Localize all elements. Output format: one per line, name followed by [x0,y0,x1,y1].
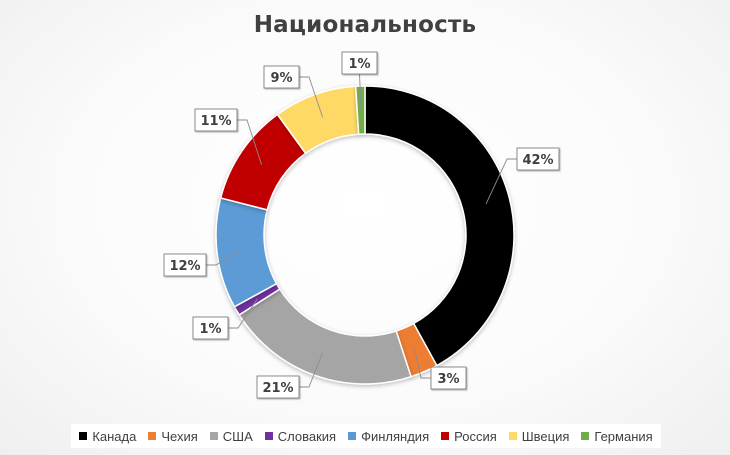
legend-swatch [79,432,88,440]
legend-item-kanada: Канада [79,429,136,444]
legend-item-shvetsiya: Швеция [508,428,570,444]
legend-item-germaniya: Германия [581,428,653,444]
donut-slices [215,85,515,385]
data-label-text: 1% [348,57,370,72]
slice-germaniya [354,85,366,135]
data-label-text: 9% [270,71,292,86]
data-label-rossiya: 11% [194,108,238,132]
data-label-text: 11% [200,114,231,129]
slice-ssha [238,288,412,385]
slice-kanada [364,85,515,367]
data-label-box [516,147,560,171]
data-label-text: 3% [437,372,459,387]
data-label-box [192,316,229,340]
leader-line-shvetsiya [299,76,324,118]
leader-line-rossiya [237,119,263,165]
legend-swatch [508,432,517,440]
legend-item-slovakiya: Словакия [264,428,337,444]
legend-swatch [348,432,357,440]
legend-label: Швеция [521,428,570,444]
legend-swatch [209,432,218,440]
leader-line-finlyandiya [206,250,242,266]
data-label-box [194,108,238,132]
legend-item-rossiya: Россия [441,429,497,444]
legend-label: Чехия [161,428,198,444]
data-label-slovakiya: 1% [192,316,229,340]
data-label-finlyandiya: 12% [163,253,207,277]
legend-swatch [581,432,590,440]
data-labels: 42% 3% 21% 1% 12% 11% 9% 1% [163,51,560,399]
data-label-shvetsiya: 9% [263,65,300,89]
data-label-text: 21% [262,381,293,396]
chart-legend: Канада Чехия США Словакия Финляндия Россия Шве… [71,424,661,448]
leader-line-slovakiya [228,298,258,329]
data-label-germaniya: 1% [341,51,378,75]
leader-line-ssha [299,352,324,388]
data-label-box [163,253,207,277]
leader-line-germaniya [359,73,362,111]
data-label-box [256,375,300,399]
legend-label: Словакия [277,428,337,444]
legend-item-ssha: США [209,428,253,444]
legend-item-finlyandiya: Финляндия [348,429,429,444]
leader-line-chekhiya [414,349,431,379]
legend-swatch [148,432,157,440]
legend-label: США [222,428,253,444]
legend-item-chekhiya: Чехия [148,428,198,444]
chart-title: Национальность [253,12,477,38]
leader-line-kanada [485,158,517,205]
legend-swatch [264,432,273,440]
legend-label: Германия [594,428,653,444]
data-label-box [430,366,467,390]
data-label-chekhiya: 3% [430,366,467,390]
legend-label: Канада [92,428,137,444]
data-label-ssha: 21% [256,375,300,399]
data-label-box [263,65,300,89]
legend-label: Финляндия [361,428,430,444]
data-label-text: 1% [199,322,221,337]
data-label-text: 42% [522,153,553,168]
legend-label: Россия [454,428,497,444]
data-label-kanada: 42% [516,147,560,171]
leader-lines [206,73,517,388]
data-label-box [341,51,378,75]
data-label-text: 12% [169,259,200,274]
legend-swatch [441,432,450,440]
